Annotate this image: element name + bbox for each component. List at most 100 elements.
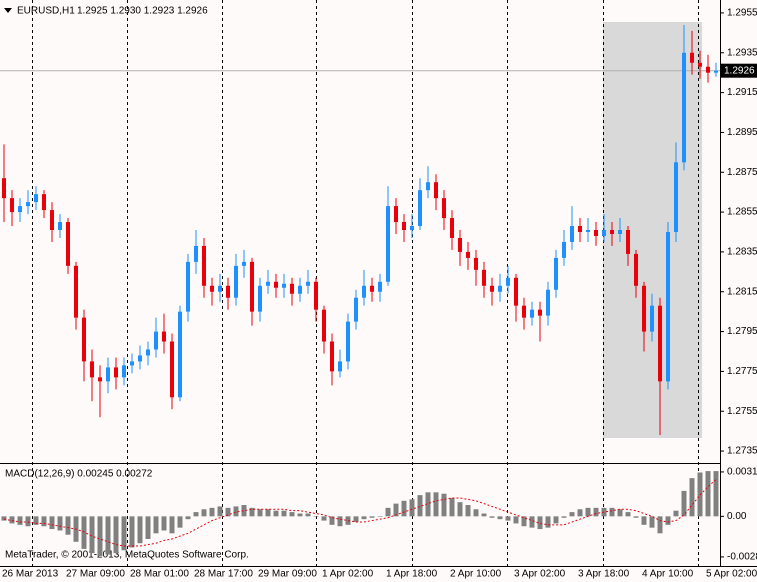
macd-bar [321, 516, 327, 521]
macd-bar [713, 471, 719, 517]
candle-body [90, 361, 94, 378]
y-tick-label: 1.2935 [727, 47, 757, 58]
macd-bar [681, 490, 687, 517]
macd-bar [625, 512, 631, 517]
candle-body [138, 355, 142, 362]
macd-bar [497, 516, 503, 520]
macd-bar [41, 516, 47, 527]
candle-body [522, 305, 526, 318]
candle-body [706, 66, 710, 73]
x-tick-label: 28 Mar 01:00 [130, 569, 189, 580]
candle-body [82, 317, 86, 362]
candle-body [426, 182, 430, 191]
candle-body [34, 194, 38, 203]
macd-bar [161, 516, 167, 531]
candle-body [474, 257, 478, 270]
candle-body [106, 367, 110, 382]
candle-body [122, 365, 126, 378]
macd-bar [105, 516, 111, 555]
x-tick-label: 29 Mar 09:00 [258, 569, 317, 580]
macd-bar [537, 516, 543, 530]
macd-bar [209, 507, 215, 517]
macd-bar [705, 471, 711, 517]
candle-body [202, 245, 206, 286]
candle-body [274, 281, 278, 288]
candle-body [634, 253, 638, 286]
macd-bar [593, 507, 599, 517]
macd-bar [265, 509, 271, 517]
macd-bar [689, 478, 695, 517]
candle-body [266, 281, 270, 286]
candle-body [602, 230, 606, 236]
indicator-title: MACD(12,26,9) 0.00245 0.00272 [5, 469, 153, 480]
candle-body [18, 206, 22, 213]
candle-body [650, 305, 654, 332]
candle-body [610, 230, 614, 234]
candle-body [130, 361, 134, 366]
candle-body [482, 269, 486, 286]
candle-body [402, 222, 406, 231]
macd-bar [553, 516, 559, 524]
macd-bar [337, 516, 343, 527]
macd-bar [561, 516, 567, 518]
macd-bar [585, 507, 591, 517]
x-tick-label: 28 Mar 17:00 [194, 569, 253, 580]
credit: MetaTrader, © 2001-2013, MetaQuotes Soft… [5, 550, 249, 561]
candle-body [386, 206, 390, 282]
macd-bar [297, 513, 303, 517]
macd-bar [361, 516, 367, 520]
macd-bar [273, 510, 279, 517]
candle-body [306, 281, 310, 286]
macd-bar [177, 516, 183, 528]
candle-body [194, 245, 198, 262]
macd-bar [121, 516, 127, 551]
candle-body [554, 257, 558, 290]
x-tick-label: 5 Apr 02:00 [706, 569, 757, 580]
macd-bar [225, 507, 231, 517]
y-tick-label: 1.2915 [727, 87, 757, 98]
macd-bar [345, 516, 351, 525]
x-tick-label: 4 Apr 10:00 [642, 569, 694, 580]
macd-bar [649, 516, 655, 528]
macd-bar [481, 513, 487, 517]
candle-body [290, 283, 294, 294]
macd-bar [49, 516, 55, 530]
macd-bar [369, 516, 375, 518]
candle-body [10, 198, 14, 213]
candle-body [298, 285, 302, 294]
candle-body [562, 241, 566, 258]
candle-body [2, 178, 6, 199]
candle-body [674, 162, 678, 232]
y-tick-label: 1.2755 [727, 406, 757, 417]
macd-bar [401, 500, 407, 517]
candle-body [250, 261, 254, 312]
candle-body [546, 289, 550, 316]
macd-bar [473, 509, 479, 517]
candle-body [338, 361, 342, 372]
candle-body [354, 297, 358, 322]
candle-body [466, 251, 470, 258]
y-tick-label: -0.00287 [727, 552, 757, 563]
candle-body [442, 198, 446, 219]
macd-bar [1, 516, 7, 521]
menu-triangle[interactable] [4, 8, 12, 13]
y-tick-label: 1.2855 [727, 207, 757, 218]
macd-bar [449, 497, 455, 517]
macd-bar [377, 516, 383, 517]
macd-bar [65, 516, 71, 535]
candle-body [682, 52, 686, 163]
macd-bar [633, 516, 639, 518]
macd-bar [241, 505, 247, 517]
macd-bar [305, 513, 311, 517]
candle-body [578, 226, 582, 232]
macd-bar [609, 507, 615, 517]
candle-body [362, 285, 366, 298]
candle-body [418, 190, 422, 227]
macd-bar [457, 502, 463, 517]
candle-body [42, 194, 46, 211]
candle-body [234, 265, 238, 298]
signal-line [3, 479, 717, 547]
macd-bar [281, 510, 287, 517]
candle-body [242, 261, 246, 266]
